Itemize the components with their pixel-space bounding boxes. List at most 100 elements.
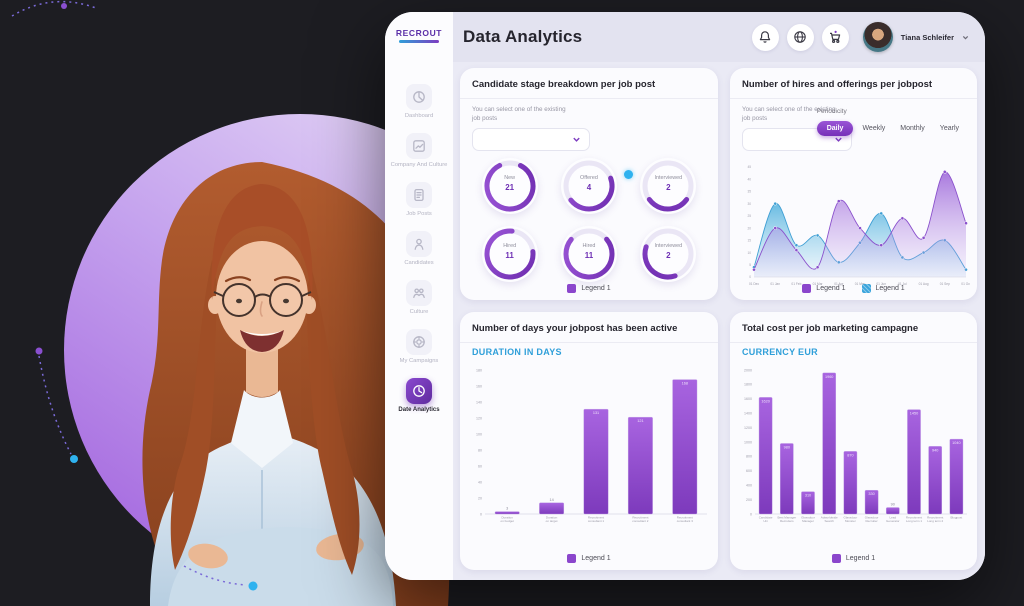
- svg-text:14: 14: [549, 498, 553, 502]
- legend-row: Legend 1 Legend 1: [730, 284, 977, 293]
- svg-text:Recruitment: Recruitment: [906, 516, 922, 520]
- svg-text:200: 200: [746, 498, 752, 502]
- legend-item: Legend 1: [831, 554, 876, 563]
- panel-title: Number of days your jobpost has been act…: [460, 312, 718, 343]
- globe-icon: [794, 31, 807, 43]
- avatar[interactable]: [862, 22, 893, 52]
- cart-button[interactable]: [821, 23, 849, 51]
- stage-gauge-new-0: New 21: [481, 158, 538, 214]
- stage-gauges: New 21 Offered 4 Interviewed 2 Hired 11 …: [470, 158, 708, 282]
- svg-text:20: 20: [478, 496, 482, 500]
- period-pill-weekly[interactable]: Weekly: [862, 125, 886, 132]
- language-button[interactable]: [786, 23, 814, 51]
- svg-text:870: 870: [847, 453, 853, 457]
- legend-label: Legend 1: [845, 555, 876, 562]
- svg-text:25: 25: [747, 214, 751, 218]
- woman-photo: [142, 162, 450, 606]
- accent-dot-purple-top: [61, 3, 67, 9]
- sidebar-item-my-campaigns[interactable]: My Campaigns: [385, 329, 453, 378]
- svg-text:Duration: Duration: [546, 516, 558, 520]
- svg-text:01 Jun: 01 Jun: [876, 282, 886, 286]
- svg-text:Search: Search: [824, 519, 834, 523]
- svg-text:400: 400: [746, 484, 752, 488]
- gauge-label: Hired: [503, 243, 517, 249]
- svg-text:Blogpost: Blogpost: [951, 516, 963, 520]
- data-analytics-icon: [406, 378, 432, 404]
- chart-subtitle: DURATION IN DAYS: [472, 347, 562, 357]
- period-pill-yearly[interactable]: Yearly: [939, 125, 959, 132]
- svg-text:40: 40: [747, 177, 751, 181]
- sidebar-item-date-analytics[interactable]: Date Analytics: [385, 378, 453, 427]
- legend-label: Legend 1: [581, 555, 611, 562]
- svg-text:01 Oct: 01 Oct: [961, 282, 970, 286]
- sidebar-item-company-and-culture[interactable]: Company And Culture: [385, 133, 453, 182]
- svg-text:1620: 1620: [761, 399, 769, 403]
- jobpost-select[interactable]: [472, 128, 590, 151]
- panel-cost: Total cost per job marketing campagne CU…: [730, 312, 977, 570]
- svg-text:35: 35: [747, 190, 751, 194]
- panel-hires-offerings: Number of hires and offerings per jobpos…: [730, 68, 977, 300]
- svg-text:0: 0: [750, 512, 752, 516]
- topbar-actions: Tiana Schleifer: [751, 22, 969, 52]
- svg-text:Long term 2: Long term 2: [927, 519, 943, 523]
- sidebar-nav: Dashboard Company And Culture Job Posts …: [385, 84, 453, 427]
- svg-text:on budget: on budget: [501, 519, 515, 523]
- svg-text:Glassdoor: Glassdoor: [801, 516, 815, 520]
- gauge-label: Interviewed: [654, 243, 683, 249]
- legend-label: Legend 1: [875, 285, 905, 292]
- svg-text:Candidate: Candidate: [759, 516, 773, 520]
- sidebar-item-label: Candidates: [404, 260, 434, 266]
- legend-row: Legend 1: [730, 554, 977, 563]
- cart-icon: [830, 30, 841, 43]
- svg-text:168: 168: [682, 382, 688, 386]
- page-title: Data Analytics: [463, 27, 583, 46]
- svg-text:60: 60: [478, 464, 482, 468]
- svg-text:100: 100: [476, 432, 482, 436]
- svg-text:Lead: Lead: [889, 516, 896, 520]
- recrout-logo[interactable]: RECROUT: [385, 28, 453, 43]
- svg-text:3: 3: [506, 507, 508, 511]
- svg-text:1960: 1960: [825, 375, 833, 379]
- svg-text:Recruiter: Recruiter: [866, 519, 878, 523]
- stage-gauge-interviewed-2: Interviewed 2: [640, 158, 697, 214]
- chevron-down-icon[interactable]: [962, 34, 969, 41]
- svg-text:1200: 1200: [744, 426, 752, 430]
- user-name[interactable]: Tiana Schleifer: [900, 32, 954, 42]
- svg-text:10: 10: [747, 251, 751, 255]
- gauge-value: 2: [666, 251, 671, 260]
- bell-icon: [760, 31, 771, 43]
- sidebar-item-dashboard[interactable]: Dashboard: [385, 84, 453, 133]
- svg-text:90: 90: [891, 503, 895, 507]
- svg-text:1600: 1600: [744, 397, 752, 401]
- panel-duration: Number of days your jobpost has been act…: [460, 312, 718, 570]
- sidebar-item-candidates[interactable]: Candidates: [385, 231, 453, 280]
- sidebar-item-label: Date Analytics: [398, 407, 440, 413]
- logo-tagline-bar: [399, 40, 439, 43]
- svg-text:01 Feb: 01 Feb: [791, 282, 801, 286]
- legend-swatch: [567, 284, 577, 293]
- select-hint: You can select one of the existing job p…: [742, 106, 836, 122]
- content-area: Candidate stage breakdown per job post Y…: [453, 62, 985, 580]
- svg-text:160: 160: [476, 384, 482, 388]
- svg-text:consultant 1: consultant 1: [588, 519, 605, 523]
- sidebar-item-job-posts[interactable]: Job Posts: [385, 182, 453, 231]
- accent-dot-blue-card: [624, 170, 633, 179]
- svg-text:180: 180: [476, 368, 482, 372]
- svg-text:01 Mar: 01 Mar: [813, 282, 824, 286]
- svg-text:consultant 3: consultant 3: [677, 519, 694, 523]
- period-pill-daily[interactable]: Daily: [816, 121, 854, 136]
- sidebar-item-culture[interactable]: Culture: [385, 280, 453, 329]
- gauge-value: 4: [586, 183, 592, 192]
- legend-swatch: [567, 554, 577, 563]
- svg-text:80: 80: [478, 448, 482, 452]
- period-pill-monthly[interactable]: Monthly: [900, 125, 925, 132]
- svg-text:Long term 1: Long term 1: [906, 519, 922, 523]
- svg-text:45: 45: [747, 165, 751, 169]
- svg-text:Recruitment: Recruitment: [632, 516, 648, 520]
- svg-text:330: 330: [868, 492, 874, 496]
- svg-text:01 May: 01 May: [855, 282, 866, 286]
- svg-text:1800: 1800: [744, 383, 752, 387]
- notifications-button[interactable]: [751, 23, 779, 51]
- svg-text:20: 20: [747, 226, 751, 230]
- svg-text:Manager: Manager: [802, 519, 814, 523]
